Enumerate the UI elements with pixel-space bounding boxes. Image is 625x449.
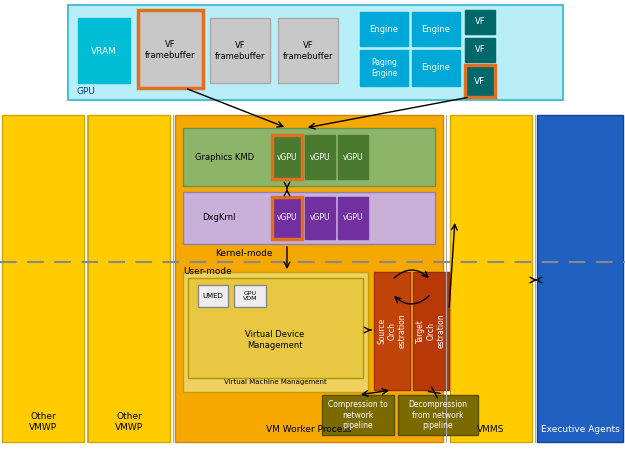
Text: VF: VF	[474, 76, 486, 85]
Bar	[450, 115, 532, 442]
Bar	[272, 135, 302, 179]
Bar	[138, 10, 203, 88]
Text: vGPU: vGPU	[342, 214, 363, 223]
Text: Executive Agents: Executive Agents	[541, 426, 619, 435]
Bar	[322, 395, 394, 435]
Text: Compression to
network
pipeline: Compression to network pipeline	[328, 400, 388, 430]
Text: vGPU: vGPU	[277, 153, 298, 162]
Text: Engine: Engine	[369, 25, 399, 34]
Text: Engine: Engine	[421, 25, 451, 34]
Bar	[360, 50, 408, 86]
Text: DxgKrnl: DxgKrnl	[202, 214, 236, 223]
Text: VM Worker Process: VM Worker Process	[266, 426, 352, 435]
Bar	[88, 115, 170, 442]
Text: VMMS: VMMS	[478, 426, 505, 435]
Bar	[188, 278, 363, 378]
Text: vGPU: vGPU	[277, 214, 298, 223]
Bar	[465, 38, 495, 62]
Text: Engine: Engine	[421, 63, 451, 72]
Bar	[537, 115, 623, 442]
Text: Kernel-mode: Kernel-mode	[215, 250, 272, 259]
Bar	[183, 272, 368, 392]
Bar	[234, 285, 266, 307]
Text: GPU
VDM: GPU VDM	[242, 291, 258, 301]
Bar	[305, 197, 335, 239]
Text: VF
framebuffer: VF framebuffer	[145, 40, 195, 60]
Text: GPU: GPU	[77, 88, 96, 97]
Bar	[305, 135, 335, 179]
Text: Other
VMWP: Other VMWP	[115, 412, 143, 431]
Text: Graphics KMD: Graphics KMD	[196, 153, 254, 162]
Text: Other
VMWP: Other VMWP	[29, 412, 57, 431]
Text: Target
Orch
estration: Target Orch estration	[416, 314, 446, 348]
Bar	[183, 192, 435, 244]
Bar	[198, 285, 228, 307]
Bar	[2, 115, 84, 442]
Text: Paging
Engine: Paging Engine	[371, 58, 397, 78]
Bar	[465, 65, 495, 97]
Bar	[338, 135, 368, 179]
Text: VF
framebuffer: VF framebuffer	[282, 41, 333, 61]
Text: VRAM: VRAM	[91, 47, 117, 56]
Bar	[272, 197, 302, 239]
Bar	[338, 197, 368, 239]
Text: User-mode: User-mode	[183, 267, 232, 276]
Text: VF: VF	[475, 18, 486, 26]
Text: VF
framebuffer: VF framebuffer	[215, 41, 265, 61]
Bar	[412, 12, 460, 46]
Bar	[210, 18, 270, 83]
Bar	[413, 272, 449, 390]
Text: Virtual Device
Management: Virtual Device Management	[246, 330, 304, 350]
Text: Decompression
from network
pipeline: Decompression from network pipeline	[409, 400, 468, 430]
Text: vGPU: vGPU	[310, 214, 330, 223]
Text: VF: VF	[475, 45, 486, 54]
Bar	[183, 128, 435, 186]
Bar	[465, 10, 495, 34]
Bar	[360, 12, 408, 46]
Bar	[398, 395, 478, 435]
Bar	[374, 272, 410, 390]
Text: vGPU: vGPU	[310, 153, 330, 162]
Bar	[278, 18, 338, 83]
Bar	[175, 115, 443, 442]
Text: Source
Orch
estration: Source Orch estration	[377, 314, 407, 348]
Bar	[78, 18, 130, 83]
Bar	[412, 50, 460, 86]
Text: UMED: UMED	[202, 293, 223, 299]
Bar	[68, 5, 563, 100]
Text: vGPU: vGPU	[342, 153, 363, 162]
Text: Virtual Machine Management: Virtual Machine Management	[224, 379, 326, 385]
